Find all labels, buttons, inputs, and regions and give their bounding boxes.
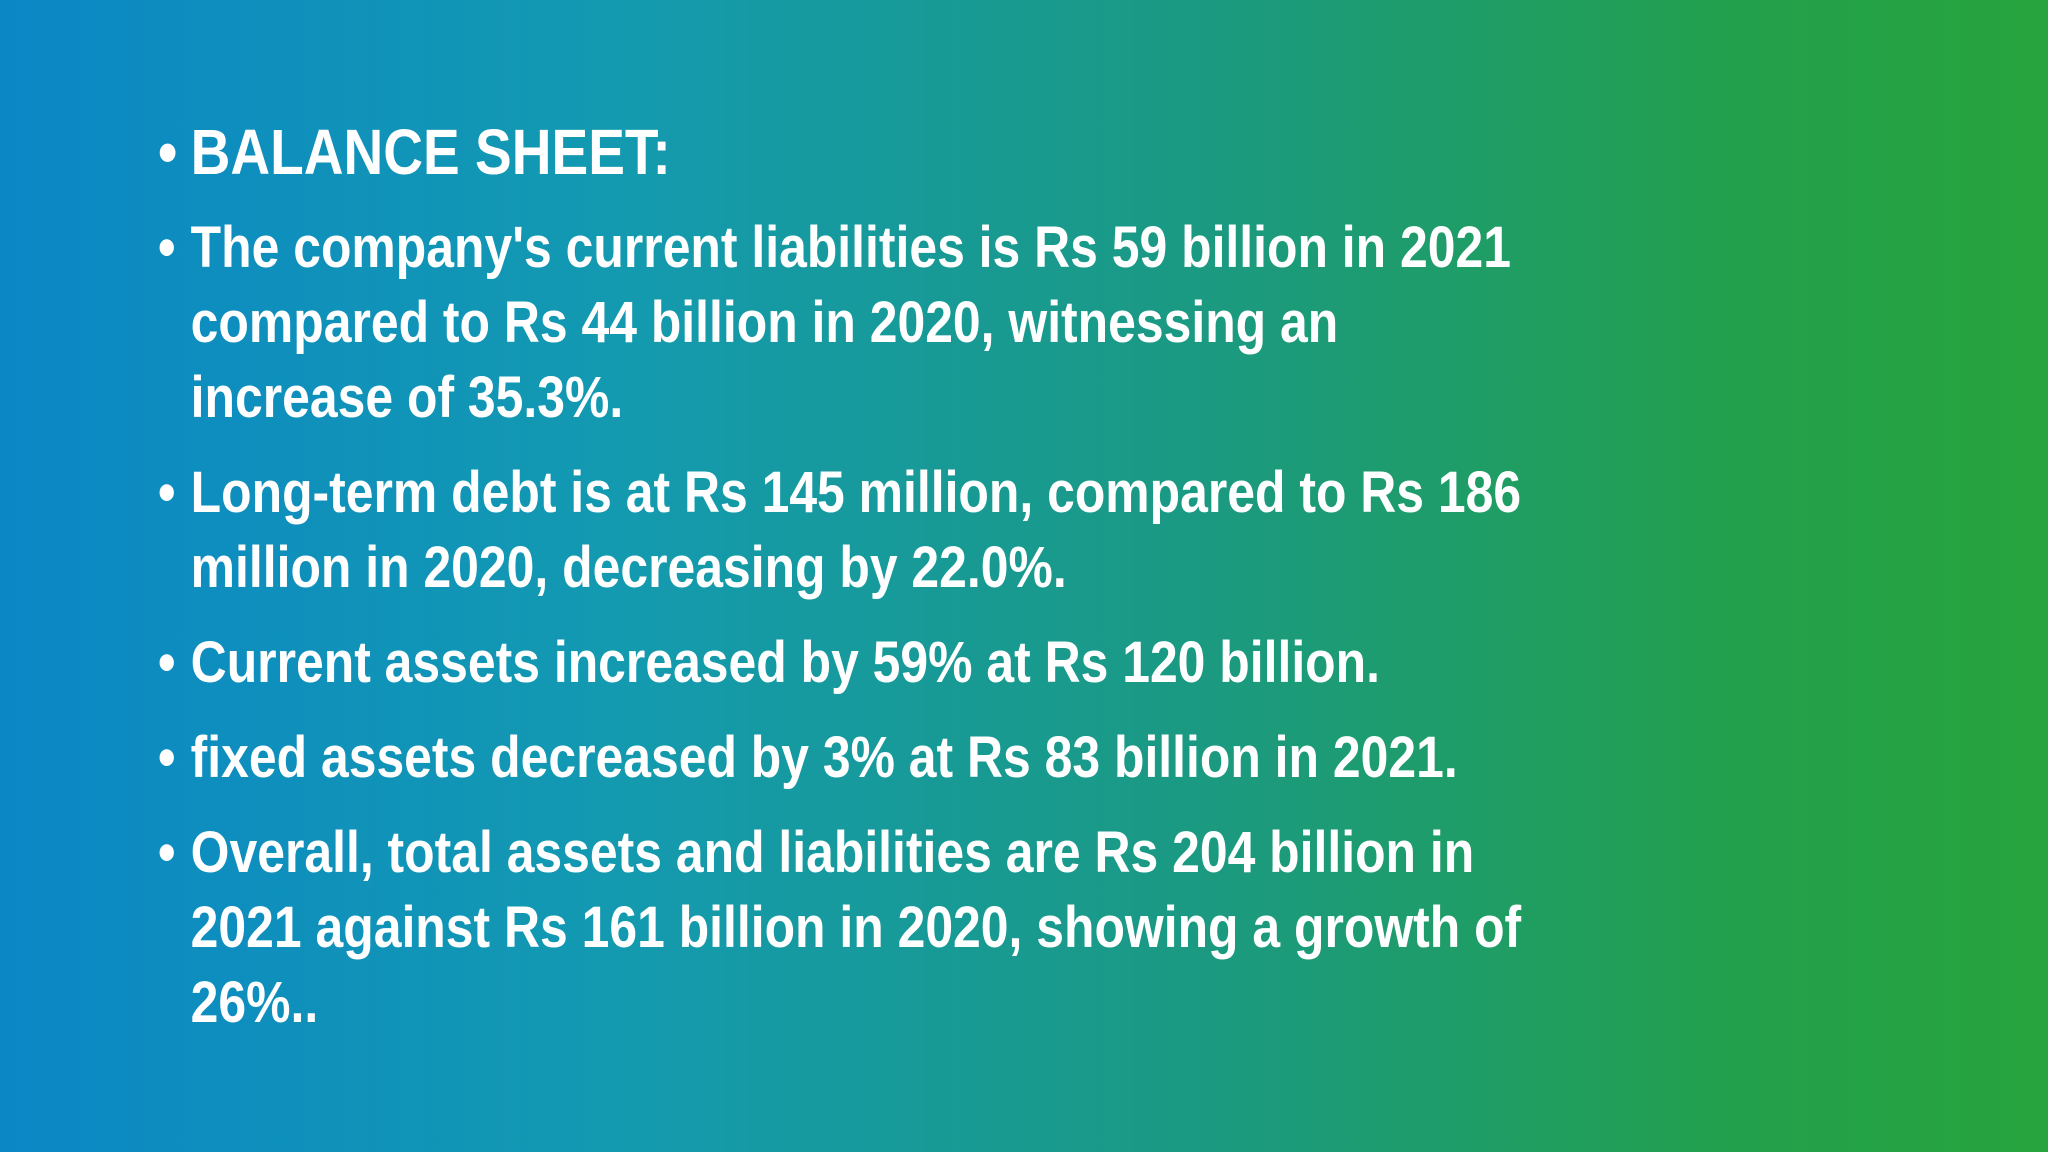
bullet-dot: • (158, 116, 178, 188)
bullet-text: Overall, total assets and liabilities ar… (190, 820, 1522, 1035)
bullet-fixed-assets: • fixed assets decreased by 3% at Rs 83 … (158, 720, 1945, 795)
bullet-long-term-debt: • Long-term debt is at Rs 145 million, c… (158, 455, 1524, 605)
bullet-total-assets: • Overall, total assets and liabilities … (158, 815, 1567, 1040)
bullet-text: Current assets increased by 59% at Rs 12… (190, 630, 1380, 695)
heading-text: BALANCE SHEET: (190, 116, 671, 188)
bullet-dot: • (158, 215, 176, 280)
bullet-text: Long-term debt is at Rs 145 million, com… (190, 460, 1522, 600)
bullet-dot: • (158, 820, 176, 885)
bullet-heading: • BALANCE SHEET: (158, 112, 1945, 192)
bullet-current-liabilities: • The company's current liabilities is R… (158, 210, 1541, 435)
bullet-text: fixed assets decreased by 3% at Rs 83 bi… (190, 725, 1458, 790)
bullet-dot: • (158, 460, 176, 525)
bullet-list: • BALANCE SHEET: • The company's current… (158, 112, 1958, 1060)
bullet-current-assets: • Current assets increased by 59% at Rs … (158, 625, 1945, 700)
bullet-dot: • (158, 630, 176, 695)
bullet-text: The company's current liabilities is Rs … (190, 215, 1511, 430)
bullet-dot: • (158, 725, 176, 790)
